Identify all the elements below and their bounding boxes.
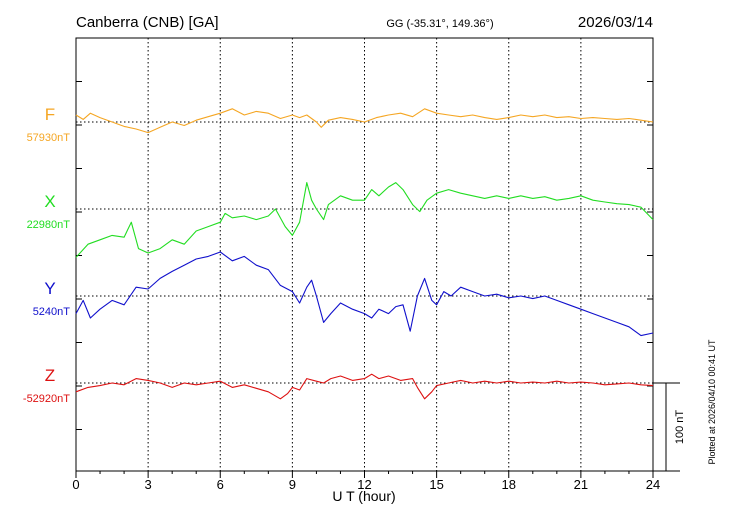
series-name-x: X <box>44 192 55 211</box>
series-line-y <box>75 251 654 337</box>
x-axis-ticks: 0 3 6 9 12 15 18 21 24 <box>72 471 660 492</box>
scale-bar: 100 nT <box>653 382 686 472</box>
series-name-z: Z <box>45 366 55 385</box>
series-baseline-value-y: 5240nT <box>33 306 71 318</box>
series-baseline-value-z: -52920nT <box>23 393 70 405</box>
series-labels: F 57930nT X 22980nT Y 5240nT Z -52920nT <box>23 105 70 405</box>
series-lines <box>75 108 654 400</box>
series-line-z <box>75 373 654 400</box>
x-axis-title: U T (hour) <box>332 488 395 504</box>
series-name-f: F <box>45 105 55 124</box>
x-tick-label: 3 <box>145 477 152 492</box>
series-baseline-value-f: 57930nT <box>27 132 71 144</box>
x-tick-label: 12 <box>357 477 371 492</box>
x-tick-label: 21 <box>574 477 588 492</box>
station-title: Canberra (CNB) [GA] <box>76 14 219 31</box>
station-coordinates: GG (-35.31°, 149.36°) <box>386 18 493 30</box>
x-tick-label: 6 <box>217 477 224 492</box>
x-tick-label: 9 <box>289 477 296 492</box>
x-tick-label: 15 <box>429 477 443 492</box>
plotted-timestamp: Plotted at 2026/04/10 00:41 UT <box>707 339 717 465</box>
x-tick-label: 18 <box>502 477 516 492</box>
x-tick-label: 24 <box>646 477 660 492</box>
grid-lines <box>147 38 582 471</box>
series-line-f <box>75 108 654 134</box>
series-line-x <box>75 182 654 258</box>
plot-date: 2026/03/14 <box>578 14 653 31</box>
series-baseline-value-x: 22980nT <box>27 219 71 231</box>
series-name-y: Y <box>44 279 55 298</box>
x-tick-label: 0 <box>72 477 79 492</box>
scale-bar-label: 100 nT <box>674 410 686 445</box>
